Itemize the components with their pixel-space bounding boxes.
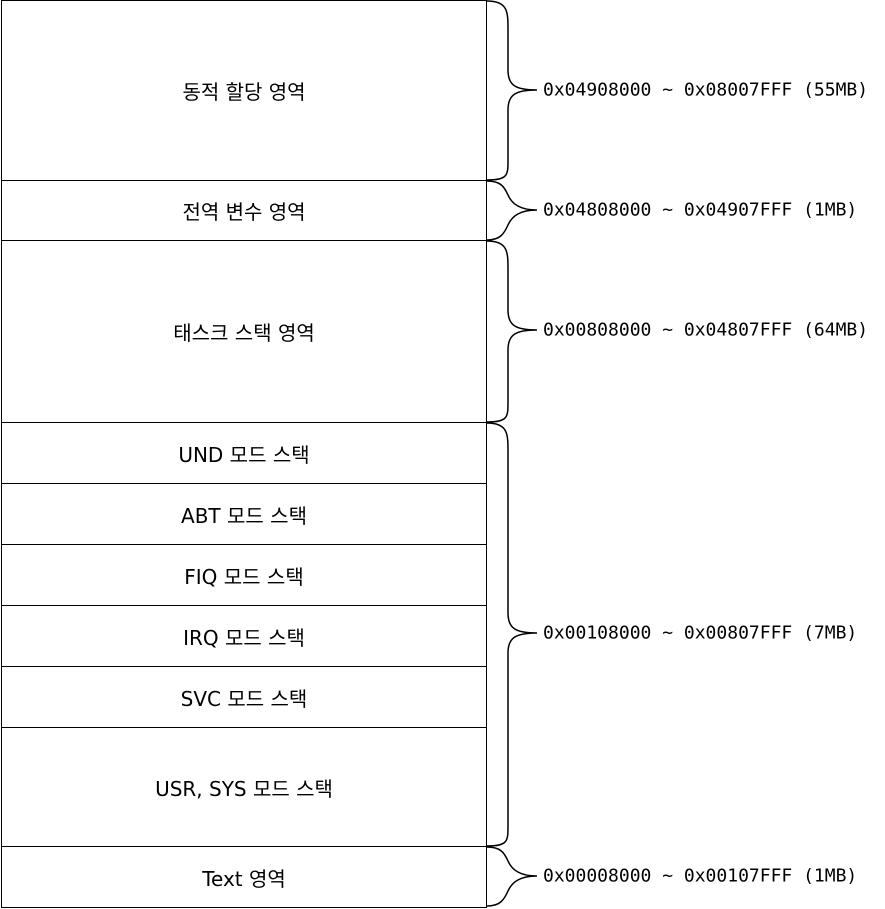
address-range-task-stack: 0x00808000 ~ 0x04807FFF (64MB)	[543, 319, 869, 341]
region-label: IRQ 모드 스택	[183, 625, 305, 650]
address-range-dynamic-allocation: 0x04908000 ~ 0x08007FFF (55MB)	[543, 79, 869, 101]
region-label: 태스크 스택 영역	[173, 321, 315, 345]
brace-text	[486, 846, 538, 907]
brace-dynamic-allocation	[486, 0, 538, 181]
brace-task-stack	[486, 240, 538, 423]
region-label: Text 영역	[202, 866, 286, 891]
region-label: FIQ 모드 스택	[184, 564, 304, 589]
address-range-text: 0x00008000 ~ 0x00107FFF (1MB)	[543, 865, 858, 887]
region-label: SVC 모드 스택	[180, 686, 308, 711]
region-label: 동적 할당 영역	[182, 80, 306, 104]
address-range-mode-stacks: 0x00108000 ~ 0x00807FFF (7MB)	[543, 622, 858, 644]
brace-global-variables	[486, 180, 538, 241]
region-task-stack: 태스크 스택 영역	[1, 240, 487, 423]
address-range-global-variables: 0x04808000 ~ 0x04907FFF (1MB)	[543, 199, 858, 221]
region-label: ABT 모드 스택	[181, 503, 307, 528]
region-label: UND 모드 스택	[178, 442, 310, 467]
region-label: USR, SYS 모드 스택	[155, 776, 333, 801]
region-label: 전역 변수 영역	[182, 200, 306, 224]
region-text: Text 영역	[1, 846, 487, 908]
brace-mode-stacks	[486, 422, 538, 847]
region-fiq-mode-stack: FIQ 모드 스택	[1, 544, 487, 606]
